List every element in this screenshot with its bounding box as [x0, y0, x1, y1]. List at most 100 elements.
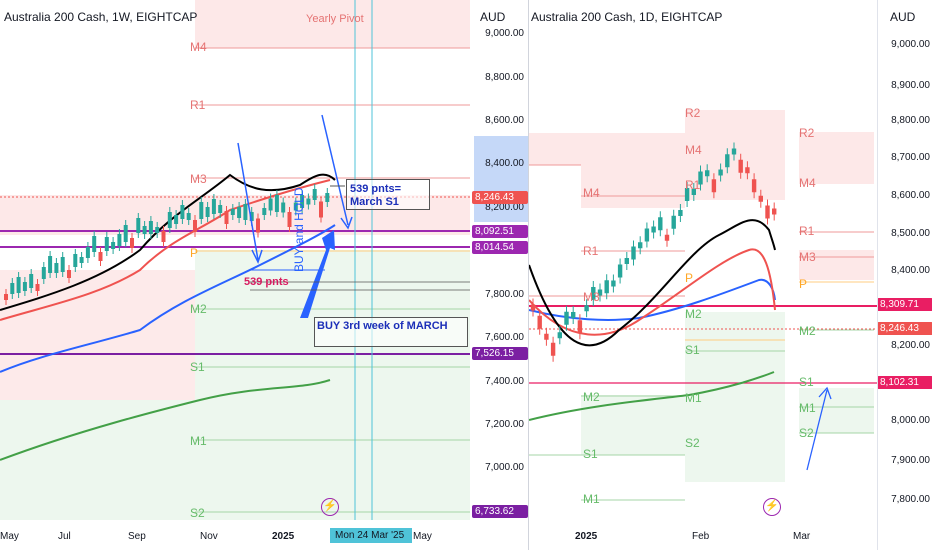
x-tick: Mar: [793, 531, 811, 542]
candle-body: [300, 195, 305, 208]
pivot-label: M1: [799, 401, 816, 415]
pivot-zone: [581, 395, 685, 455]
daily-chart-pane[interactable]: Australia 200 Cash, 1D, EIGHTCAP R2 M4 M…: [529, 0, 877, 550]
drawing-arrow: [321, 114, 349, 226]
daily-chart-canvas[interactable]: [529, 0, 877, 550]
price-tag: 8,309.71: [878, 298, 932, 311]
candle-body: [631, 246, 636, 260]
pivot-label: M2: [190, 302, 207, 316]
pane-separator[interactable]: [528, 0, 529, 550]
candle-body: [237, 207, 242, 218]
pivot-zone: [195, 250, 470, 520]
annotation-text[interactable]: 539 pnts=: [350, 183, 402, 195]
x-tick: May: [413, 531, 432, 542]
price-tag: 8,102.31: [878, 376, 932, 389]
candle-body: [256, 218, 260, 233]
candle-body: [584, 305, 589, 312]
price-tag: 8,246.43: [878, 322, 932, 335]
annotation-text[interactable]: March S1: [350, 196, 399, 208]
pivot-zone: [685, 110, 785, 200]
candle-body: [611, 280, 616, 287]
pivot-zone: [799, 132, 874, 184]
candle-body: [664, 234, 670, 241]
candle-body: [731, 148, 737, 155]
candle-body: [537, 315, 542, 329]
ema-line: [529, 278, 776, 321]
event-flash-icon[interactable]: ⚡: [321, 498, 339, 516]
pivot-zone: [799, 388, 874, 433]
drawing-arrow: [300, 230, 335, 318]
candle-body: [671, 215, 676, 229]
candle-body: [698, 171, 703, 185]
y-tick: 7,200.00: [485, 419, 524, 430]
pivot-zone: [195, 0, 470, 48]
candle-body: [92, 236, 97, 252]
pivot-label: M4: [583, 186, 600, 200]
event-flash-icon[interactable]: ⚡: [763, 498, 781, 516]
pivot-label: M2: [799, 324, 816, 338]
candle-body: [738, 159, 743, 173]
candle-body: [155, 227, 160, 233]
price-axis-unit: AUD: [480, 10, 506, 24]
pivot-label: S1: [799, 375, 814, 389]
candle-body: [325, 193, 330, 202]
x-tick: Sep: [128, 531, 146, 542]
candle-body: [211, 199, 216, 214]
candle-body: [711, 179, 717, 193]
candle-body: [199, 202, 204, 219]
annotation-text[interactable]: BUY 3rd week of MARCH: [317, 320, 448, 332]
candle-body: [274, 195, 279, 212]
weekly-chart-canvas[interactable]: [0, 0, 472, 550]
candle-body: [644, 228, 650, 242]
weekly-price-axis[interactable]: AUD 9,000.00 8,800.00 8,600.00 8,400.00 …: [472, 0, 528, 550]
candle-body: [758, 195, 763, 202]
annotation-text[interactable]: 539 pnts: [244, 276, 289, 288]
candle-body: [224, 211, 229, 224]
candle-body: [604, 280, 609, 294]
pivot-label: M1: [190, 434, 207, 448]
candle-body: [530, 304, 536, 311]
candle-body: [678, 210, 683, 216]
pivot-zone: [799, 250, 874, 280]
candle-body: [312, 189, 317, 200]
drawing-arrow: [340, 216, 353, 230]
candle-body: [193, 220, 197, 232]
pivot-label: R2: [685, 106, 701, 120]
annotation-box[interactable]: [346, 179, 430, 210]
pivot-label: M1: [685, 391, 702, 405]
candle-body: [67, 270, 71, 278]
candle-body: [73, 254, 78, 267]
price-tag: 6,733.62: [472, 505, 528, 518]
candle-body: [98, 252, 103, 261]
x-tick: 2025: [575, 531, 598, 542]
annotation-text[interactable]: BUY and HOLD: [292, 187, 306, 273]
y-tick: 8,000.00: [891, 415, 930, 426]
pivot-label: R1: [799, 224, 815, 238]
drawing-arrow: [818, 386, 832, 400]
y-tick: 8,400.00: [485, 158, 524, 169]
candle-body: [772, 208, 777, 215]
candle-body: [111, 242, 116, 249]
candle-body: [571, 312, 576, 318]
candle-body: [684, 188, 690, 201]
y-tick: 8,200.00: [485, 202, 524, 213]
y-tick: 9,000.00: [485, 28, 524, 39]
x-tick: 2025: [272, 531, 295, 542]
pivot-label: M3: [583, 290, 600, 304]
weekly-chart-pane[interactable]: Australia 200 Cash, 1W, EIGHTCAP Yearly …: [0, 0, 472, 550]
candle-body: [60, 257, 65, 272]
daily-price-axis[interactable]: AUD 9,000.00 8,900.00 8,800.00 8,700.00 …: [877, 0, 932, 550]
candle-body: [306, 198, 311, 205]
candle-body: [174, 215, 179, 224]
y-tick: 8,900.00: [891, 80, 930, 91]
candle-body: [651, 226, 656, 233]
x-tick: Jul: [58, 531, 71, 542]
candle-body: [550, 342, 556, 356]
y-tick: 8,600.00: [485, 115, 524, 126]
y-tick: 8,400.00: [891, 265, 930, 276]
annotation-box[interactable]: [314, 317, 468, 347]
pivot-label: S2: [190, 506, 205, 520]
pivot-label: R1: [190, 98, 206, 112]
pivot-zone: [0, 270, 195, 400]
